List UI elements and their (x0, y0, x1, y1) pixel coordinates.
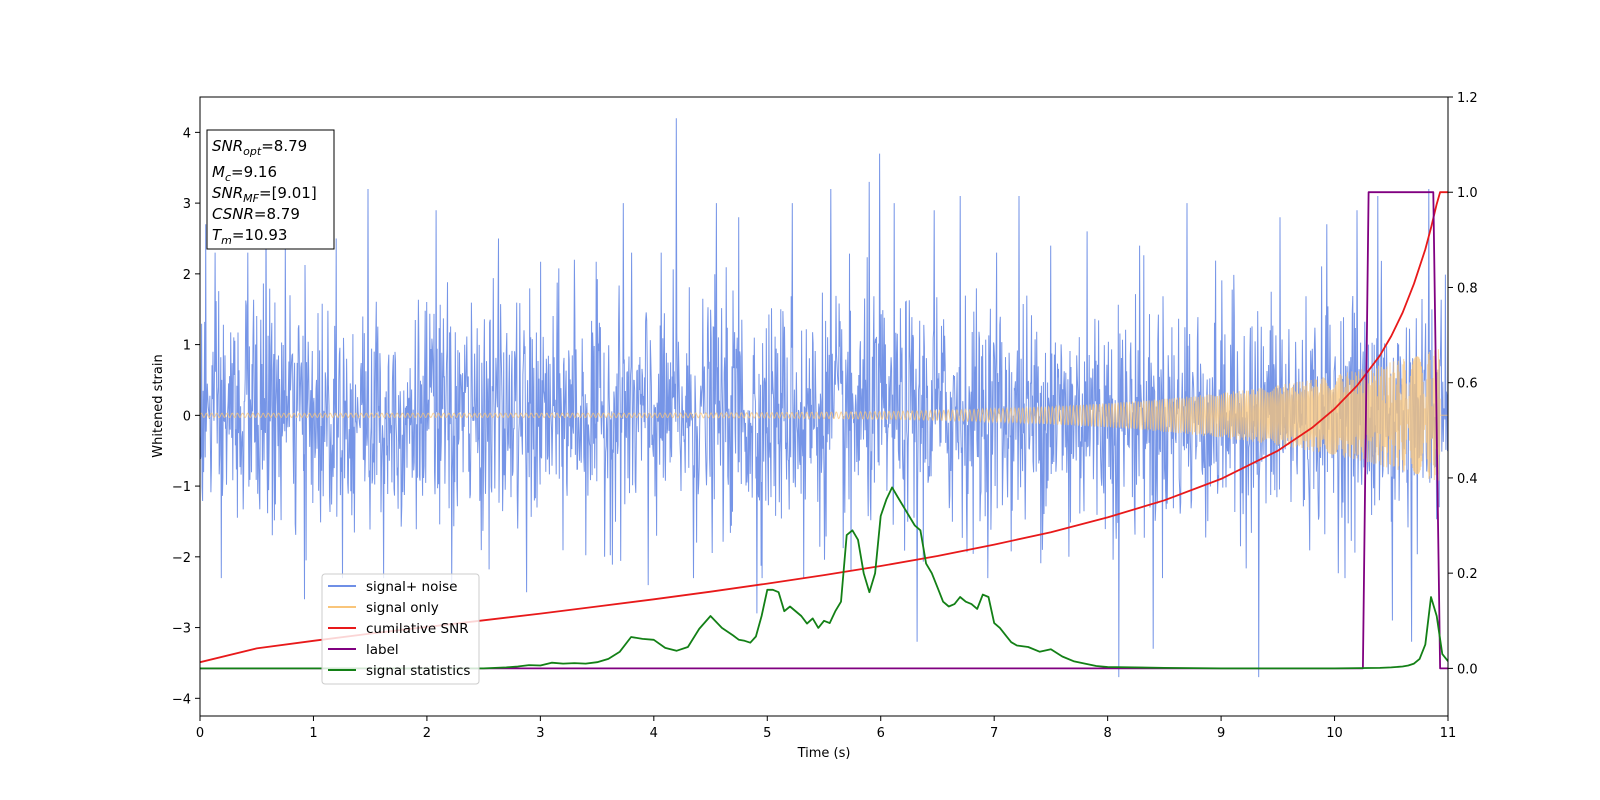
y-tick-label: −3 (172, 622, 191, 637)
x-axis-label: Time (s) (797, 746, 851, 761)
x-tick-label: 7 (990, 726, 998, 741)
x-axis: 0 1 2 3 4 5 6 7 8 9 10 11 (196, 716, 1456, 741)
y2-tick-label: 0.2 (1457, 567, 1478, 582)
y2-tick-label: 0.4 (1457, 472, 1478, 487)
y-tick-label: 1 (183, 339, 191, 354)
x-tick-label: 0 (196, 726, 204, 741)
legend-label-signal-statistics: signal statistics (366, 663, 470, 679)
x-tick-label: 10 (1326, 726, 1343, 741)
annotation-line: SNRopt=8.79 (212, 137, 307, 158)
legend: signal+ noise signal only cumilative SNR la… (321, 573, 480, 685)
x-tick-label: 2 (423, 726, 431, 741)
y-tick-label: −1 (172, 480, 191, 495)
y-tick-label: 0 (183, 409, 191, 424)
legend-label-cumilative-snr: cumilative SNR (366, 621, 469, 637)
y2-tick-label: 1.2 (1457, 91, 1478, 106)
x-tick-label: 6 (877, 726, 885, 741)
annotation-line: Mc=9.16 (212, 163, 277, 184)
x-tick-label: 5 (763, 726, 771, 741)
annotation-line: SNRMF=[9.01] (212, 184, 317, 205)
y-tick-label: −4 (172, 692, 191, 707)
y-axis-right: 0.0 0.2 0.4 0.6 0.8 1.0 1.2 (1448, 91, 1478, 677)
plot-frame (199, 96, 1449, 717)
x-tick-label: 3 (536, 726, 544, 741)
legend-label-signal-noise: signal+ noise (366, 579, 457, 595)
annotation-line: Tm=10.93 (212, 226, 287, 247)
series-layer (200, 118, 1448, 678)
legend-label-signal-only: signal only (366, 600, 439, 616)
y-axis-label: Whitened strain (151, 354, 166, 457)
y-tick-label: −2 (172, 551, 191, 566)
y-tick-label: 2 (183, 268, 191, 283)
series-line-signal-only (200, 349, 1448, 481)
x-tick-label: 1 (309, 726, 317, 741)
annotation-frame (206, 129, 335, 250)
y-tick-label: 3 (183, 197, 191, 212)
y2-tick-label: 0.6 (1457, 377, 1478, 392)
y2-tick-label: 0.8 (1457, 281, 1478, 296)
y2-tick-label: 0.0 (1457, 662, 1478, 677)
y-axis-left: −4 −3 −2 −1 0 1 2 3 4 (172, 126, 200, 707)
y-tick-label: 4 (183, 126, 191, 141)
x-tick-label: 11 (1440, 726, 1457, 741)
annotation-line: CSNR=8.79 (212, 205, 300, 223)
y2-tick-label: 1.0 (1457, 186, 1478, 201)
legend-label-label: label (366, 642, 399, 658)
series-line-cumilative-snr (200, 191, 1448, 664)
x-tick-label: 9 (1217, 726, 1225, 741)
plot-area (200, 118, 1448, 678)
x-tick-label: 4 (650, 726, 658, 741)
series-line-signal-statistics (200, 486, 1448, 670)
legend-frame (321, 573, 480, 685)
x-tick-label: 8 (1103, 726, 1111, 741)
